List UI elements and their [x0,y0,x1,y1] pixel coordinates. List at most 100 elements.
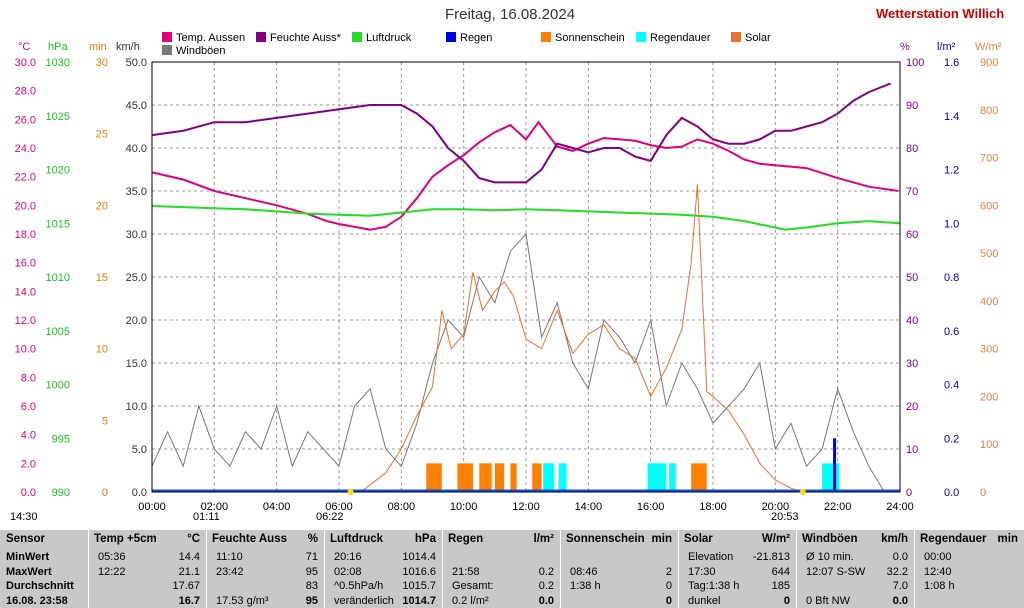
table-header-unit: W/m² [761,533,790,545]
humidity-tick-label: 10 [906,444,918,456]
table-cell-value: 16.7 [178,594,200,607]
table-row: 11:10 71 [212,550,318,564]
table-row: 12:07 S-SW 32.2 [802,565,908,579]
table-row [566,550,672,564]
duration-bar [647,463,667,492]
duration-bar [558,463,567,492]
table-cell-label: 0 Bft NW [806,594,851,607]
table-cell-value: 32.2 [886,565,908,578]
table-row: 05:36 14.4 [94,550,200,564]
table-row: MinWert [6,550,82,564]
series-lines [151,82,901,493]
table-column: Windböen km/h Ø 10 min. 0.0 12:07 S-SW 32.2 7.… [796,530,914,608]
pressure-tick-label: 1010 [46,272,70,284]
humidity-tick-label: 50 [906,272,918,284]
table-header-unit: °C [187,533,200,545]
duration-bar [669,463,676,492]
weather-chart: 00:00 02:00 04:00 06:00 08:00 10:00 12:00 14:00… [15,57,999,513]
table-cell-value: 71 [305,551,318,563]
solar-tick-label: 300 [980,344,998,356]
table-row: 08:46 2 [566,565,672,579]
legend-swatch-icon [636,32,646,42]
page-title: Freitag, 16.08.2024 [444,6,576,23]
humidity-tick-label: 40 [906,315,918,327]
minutes-tick-label: 15 [96,272,108,284]
table-row [920,594,1018,608]
pressure-tick-label: 1000 [46,380,70,392]
table-row: veränderlich 1014.7 [330,594,436,608]
rain-tick-label: 0.2 [944,433,959,445]
table-header: Feuchte Auss% [212,533,318,549]
x-tick-label: 04:00 [263,501,291,513]
wind-tick-label: 50.0 [126,57,147,69]
wind-tick-label: 20.0 [126,315,147,327]
wind-tick-label: 40.0 [126,143,147,155]
table-column: Sonnenschein min 08:46 2 1:38 h 0 0 [560,530,678,608]
table-column: Luftdruck hPa 20:16 1014.4 02:08 1016.6 ^0.5hP… [324,530,442,608]
solar-tick-label: 700 [980,153,998,165]
legend-swatch-icon [256,32,266,42]
rain-tick-label: 0.6 [944,326,959,338]
legend-item-humidity: Feuchte Auss* [256,32,341,45]
table-row: 1:08 h [920,579,1018,593]
table-cell-label: 23:42 [216,565,244,578]
legend-swatch-icon [541,32,551,42]
table-row: 1:38 h 0 [566,579,672,593]
table-cell-value: 21.1 [178,565,200,578]
table-header-label: Luftdruck [330,533,384,545]
table-cell-value: 0.0 [538,594,554,607]
x-tick-label: 16:00 [637,501,665,513]
table-separator [796,530,797,608]
table-header-label: Sonnenschein [566,533,645,545]
rain-tick-label: 1.6 [944,57,959,69]
table-header-label: Windböen [802,533,858,545]
x-tick-label: 02:00 [201,501,229,513]
table-cell-value: 1015.7 [402,580,436,592]
duration-bar [532,463,542,492]
table-header-unit: min [997,533,1018,545]
wind-tick-label: 35.0 [126,186,147,198]
table-column: Solar W/m² Elevation -21.813 17:30 644 Tag:1:3… [678,530,796,608]
moon-time: 01:11 [193,511,220,523]
minutes-tick-label: 30 [96,57,108,69]
table-cell-value: 14.4 [178,551,200,563]
table-cell-value: 0 [783,594,790,607]
table-header-label: Sensor [6,533,45,545]
pressure-tick-label: 990 [52,487,70,499]
table-row: 16.7 [94,594,200,608]
series-line [151,82,891,184]
duration-bar [494,463,505,492]
pressure-tick-label: 1030 [46,57,70,69]
table-separator [560,530,561,608]
table-cell-label: 17:30 [688,565,716,578]
table-separator [324,530,325,608]
x-tick-label: 06:00 [325,501,353,513]
legend-swatch-icon [162,32,172,42]
grid [151,61,901,493]
unit-pressure: hPa [48,41,68,53]
table-column: Temp +5cm °C 05:36 14.4 12:22 21.1 17.67 16.7 [88,530,206,608]
table-header-label: Temp +5cm [94,533,157,545]
table-cell-label: veränderlich [334,594,394,607]
table-cell-label: 05:36 [98,551,126,563]
table-row: 83 [212,579,318,593]
legend-swatch-icon [446,32,456,42]
table-header: Windböen km/h [802,533,908,549]
table-cell-value: 1016.6 [402,565,436,578]
legend-item-rain-duration: Regendauer [636,32,711,45]
table-row: 0 Bft NW 0.0 [802,594,908,608]
pressure-tick-label: 1020 [46,165,70,177]
humidity-tick-label: 60 [906,229,918,241]
table-separator [678,530,679,608]
table-cell-value: 83 [305,580,318,592]
rain-tick-label: 0.0 [944,487,959,499]
humidity-tick-label: 90 [906,100,918,112]
series-line [351,184,804,493]
table-cell-label: 00:00 [924,551,952,563]
table-cell-value: 644 [771,565,790,578]
unit-humidity: % [900,41,910,53]
table-cell-label: 1:08 h [924,580,955,592]
humidity-tick-label: 70 [906,186,918,198]
table-cell-value: 185 [771,580,790,592]
duration-bar [543,463,555,492]
